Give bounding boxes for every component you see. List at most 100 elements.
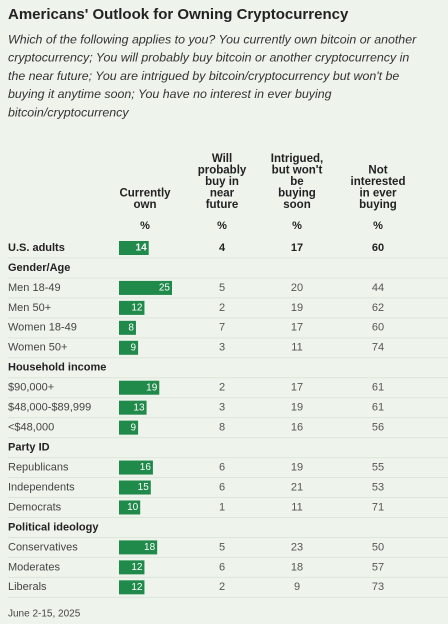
footnote: June 2-15, 2025 (8, 609, 81, 620)
row-label: Moderates (8, 561, 60, 573)
cell-value: 60 (372, 322, 384, 334)
row-label: Conservatives (8, 541, 78, 553)
group-heading: Party ID (8, 442, 50, 454)
unit-label: % (373, 220, 383, 232)
column-header: buy in (205, 176, 239, 188)
bar (119, 460, 153, 475)
subtitle: the near future; You are intrigued by bi… (8, 69, 399, 83)
bar (119, 500, 141, 515)
subtitle: bitcoin/cryptocurrency (8, 105, 129, 119)
group-heading: Political ideology (8, 521, 99, 533)
bar-label: 9 (131, 422, 137, 433)
cell-value: 6 (219, 461, 225, 473)
bar-label: 12 (131, 562, 143, 573)
unit-label: % (292, 220, 302, 232)
subtitle: cryptocurrency; You will probably buy bi… (8, 51, 409, 65)
bar (119, 400, 147, 415)
row-label: $48,000-$89,999 (8, 402, 91, 414)
cell-value: 2 (219, 382, 225, 394)
bar (119, 380, 160, 395)
column-header: near (210, 188, 235, 200)
cell-value: 19 (291, 402, 303, 414)
bar-label: 12 (131, 582, 143, 593)
cell-value: 62 (372, 302, 384, 314)
row-label: $90,000+ (8, 382, 54, 394)
cell-value: 56 (372, 422, 384, 434)
cell-value: 61 (372, 402, 384, 414)
bar-label: 15 (138, 482, 150, 493)
bar-label: 10 (127, 502, 139, 513)
cell-value: 3 (219, 342, 225, 354)
bar-label: 8 (128, 322, 134, 333)
column-header: interested (351, 176, 406, 188)
cell-value: 74 (372, 342, 384, 354)
group-heading: Gender/Age (8, 262, 70, 274)
cell-value: 4 (219, 242, 226, 254)
bar (119, 540, 158, 555)
bar-label: 13 (133, 402, 145, 413)
unit-label: % (217, 220, 227, 232)
column-header: buying (278, 188, 316, 200)
column-header: probably (198, 165, 247, 177)
cell-value: 11 (291, 342, 302, 354)
row-label: Women 50+ (8, 342, 67, 354)
column-header: buying (359, 199, 397, 211)
cell-value: 50 (372, 541, 384, 553)
column-header: but won't (272, 165, 323, 177)
bar (119, 580, 145, 595)
cell-value: 6 (219, 561, 225, 573)
cell-value: 5 (219, 541, 225, 553)
column-header: Intrigued, (271, 153, 323, 165)
bar (119, 241, 149, 255)
cell-value: 17 (291, 242, 303, 254)
bar-label: 14 (136, 243, 148, 254)
column-header: Currently (119, 188, 171, 200)
bar (119, 420, 139, 435)
bar (119, 280, 172, 295)
cell-value: 2 (219, 302, 225, 314)
row-label: Republicans (8, 461, 69, 473)
row-label: <$48,000 (8, 422, 54, 434)
cell-value: 73 (372, 581, 384, 593)
column-header: own (134, 199, 157, 211)
cell-value: 57 (372, 561, 384, 573)
bar (119, 480, 151, 495)
bar-label: 9 (131, 342, 137, 353)
chart-title: Americans' Outlook for Owning Cryptocurr… (8, 6, 349, 23)
row-label: Men 18-49 (8, 282, 61, 294)
cell-value: 60 (372, 242, 384, 254)
cell-value: 44 (372, 282, 384, 294)
cell-value: 19 (291, 461, 303, 473)
column-header: be (290, 176, 303, 188)
bar-label: 18 (144, 542, 156, 553)
cell-value: 2 (219, 581, 225, 593)
bar (119, 340, 139, 355)
cell-value: 21 (291, 481, 303, 493)
subtitle: buying it anytime soon; You have no inte… (8, 87, 332, 101)
cell-value: 3 (219, 402, 225, 414)
cell-value: 7 (219, 322, 225, 334)
cell-value: 61 (372, 382, 384, 394)
bar-label: 19 (146, 382, 158, 393)
cell-value: 8 (219, 422, 225, 434)
row-label: Women 18-49 (8, 322, 77, 334)
cell-value: 19 (291, 302, 303, 314)
cell-value: 53 (372, 481, 384, 493)
cell-value: 1 (219, 501, 225, 513)
cell-value: 16 (291, 422, 303, 434)
row-label: Democrats (8, 501, 62, 513)
cell-value: 55 (372, 461, 384, 473)
cell-value: 71 (372, 501, 384, 513)
bar (119, 320, 136, 335)
column-header: Will (212, 153, 232, 165)
row-label: Independents (8, 481, 75, 493)
row-label: Men 50+ (8, 302, 51, 314)
bar-label: 12 (131, 303, 143, 314)
cell-value: 18 (291, 561, 303, 573)
column-header: soon (283, 199, 310, 211)
row-label: U.S. adults (8, 242, 65, 254)
subtitle: Which of the following applies to you? Y… (8, 32, 417, 46)
bar (119, 300, 145, 315)
